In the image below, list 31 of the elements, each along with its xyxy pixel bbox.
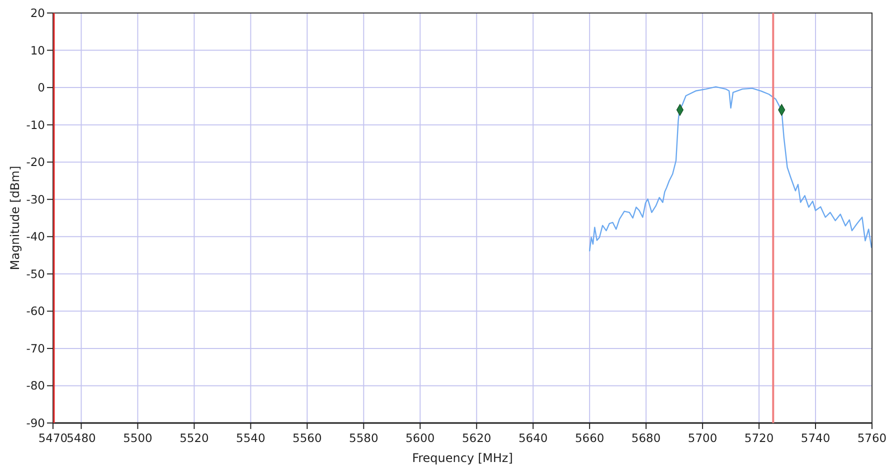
x-axis-title: Frequency [MHz] — [412, 451, 513, 465]
y-tick-label: -20 — [26, 155, 45, 170]
y-tick-label: -80 — [26, 378, 45, 393]
x-tick-label: 5500 — [123, 431, 152, 445]
x-tick-label: 5680 — [631, 431, 661, 445]
y-tick-label: -40 — [26, 230, 45, 244]
x-tick-label: 5640 — [518, 431, 548, 445]
x-tick-label: 5540 — [236, 431, 266, 445]
y-tick-label: -50 — [26, 266, 45, 281]
y-tick-label: -60 — [26, 304, 45, 318]
x-tick-label: 5740 — [800, 431, 830, 445]
x-tick-label: 5580 — [349, 431, 378, 445]
y-tick-label: -10 — [26, 118, 45, 132]
y-axis-title: Magnitude [dBm] — [8, 166, 22, 270]
y-tick-label: 10 — [30, 43, 45, 58]
x-tick-label: 5480 — [66, 431, 96, 445]
y-tick-label: -70 — [26, 341, 45, 356]
x-tick-label: 5470 — [38, 431, 68, 445]
x-tick-label: 5600 — [405, 431, 435, 445]
x-tick-label: 5700 — [688, 431, 718, 445]
y-tick-label: -30 — [26, 192, 45, 206]
x-tick-label: 5720 — [744, 431, 774, 445]
x-tick-label: 5560 — [292, 431, 322, 445]
x-tick-label: 5760 — [857, 431, 887, 445]
x-tick-label: 5520 — [180, 431, 209, 445]
y-tick-label: 20 — [30, 6, 45, 20]
x-tick-label: 5660 — [574, 431, 604, 445]
y-tick-label: 0 — [38, 80, 45, 95]
x-tick-label: 5620 — [462, 431, 492, 445]
y-tick-label: -90 — [26, 416, 45, 430]
line-series — [588, 86, 872, 252]
